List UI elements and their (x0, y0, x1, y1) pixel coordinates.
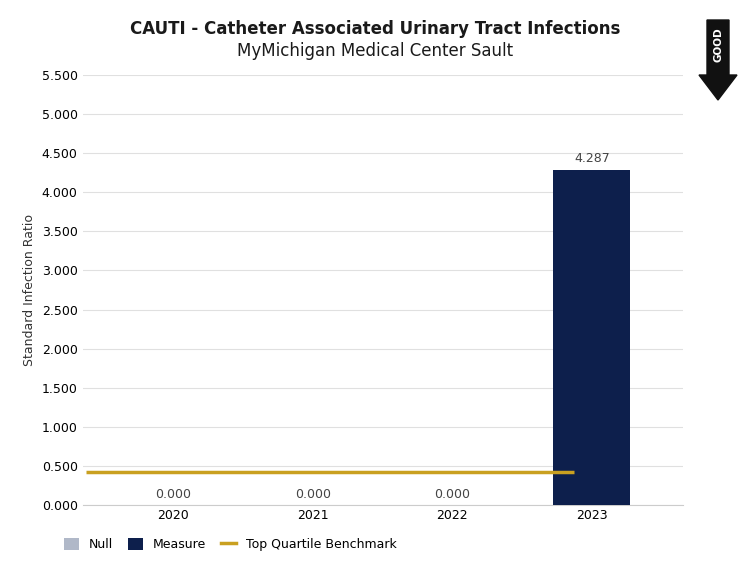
Bar (554, 170, 630, 505)
Text: 4.287: 4.287 (574, 153, 610, 165)
Text: 0.000: 0.000 (155, 488, 191, 501)
FancyArrow shape (699, 20, 737, 100)
Text: 0.000: 0.000 (434, 488, 470, 501)
Text: 0.000: 0.000 (295, 488, 331, 501)
Text: CAUTI - Catheter Associated Urinary Tract Infections: CAUTI - Catheter Associated Urinary Trac… (130, 20, 620, 38)
Text: GOOD: GOOD (713, 28, 723, 62)
Text: MyMichigan Medical Center Sault: MyMichigan Medical Center Sault (237, 42, 513, 60)
Y-axis label: Standard Infection Ratio: Standard Infection Ratio (23, 214, 36, 366)
Legend: Null, Measure, Top Quartile Benchmark: Null, Measure, Top Quartile Benchmark (58, 533, 402, 556)
